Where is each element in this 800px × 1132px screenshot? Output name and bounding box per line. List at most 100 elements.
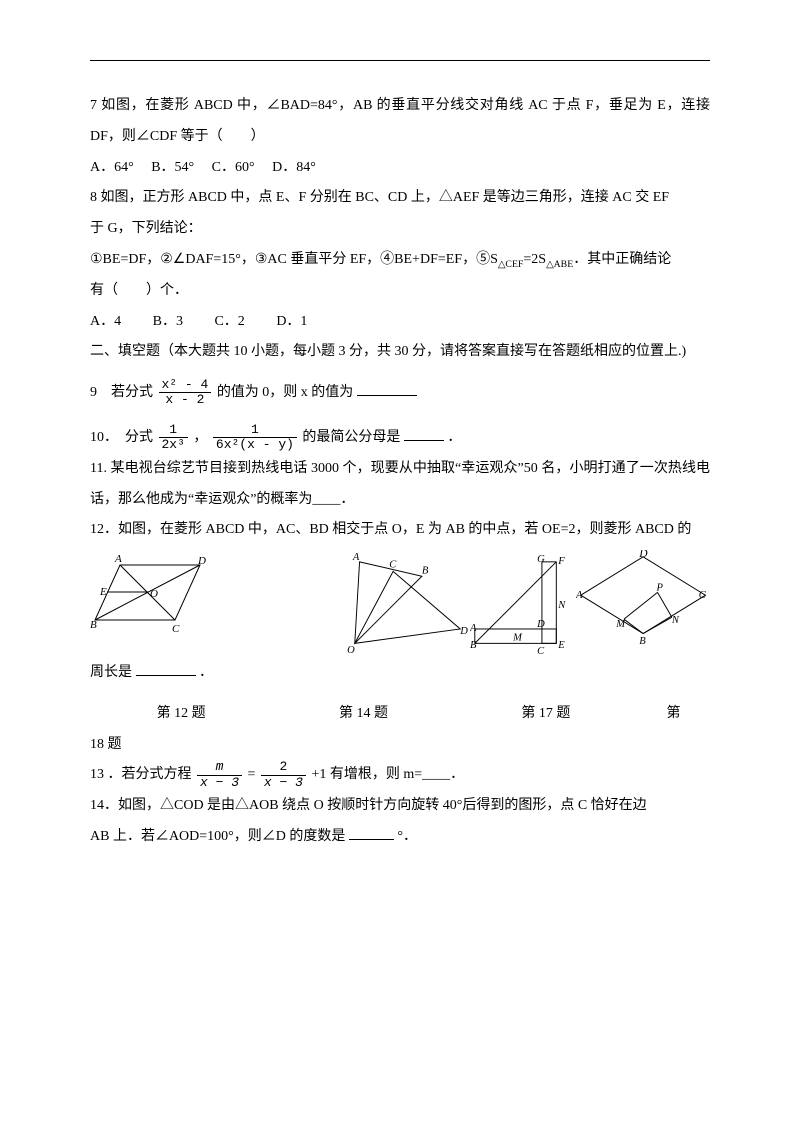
cap12: 第 12 题: [90, 699, 272, 730]
svg-text:O: O: [150, 588, 158, 600]
q13: 13 ．若分式方程 m x − 3 = 2 x − 3 +1 有增根，则 m=_…: [90, 760, 710, 791]
section2-heading: 二、填空题（本大题共 10 小题，每小题 3 分，共 30 分，请将答案直接写在…: [90, 337, 710, 368]
q8-l3b: =2S: [523, 252, 546, 267]
q10-frac1: 1 2x³: [159, 423, 188, 453]
svg-text:E: E: [557, 640, 565, 651]
svg-text:G: G: [537, 554, 545, 565]
q13-num1: m: [197, 760, 242, 775]
cap18a: 第: [637, 699, 710, 730]
q14-line1: 14．如图，△COD 是由△AOB 绕点 O 按顺时针方向旋转 40°后得到的图…: [90, 791, 710, 822]
q7-optD: D．84°: [272, 160, 316, 175]
q8-optD: D．1: [276, 314, 307, 329]
fig14-svg: A C B D O: [326, 550, 470, 660]
q8-sub2: △ABE: [546, 259, 573, 270]
q8-options: A．4 B．3 C．2 D．1: [90, 307, 710, 338]
q9: 9 若分式 x² - 4 x - 2 的值为 0，则 x 的值为: [90, 378, 710, 409]
svg-text:A: A: [470, 623, 477, 634]
svg-text:P: P: [655, 583, 663, 594]
figure-row: A D C B E O 周长是 ． A C B D O: [90, 550, 710, 689]
svg-text:D: D: [536, 619, 545, 630]
fig17-svg: A B C E D M G F N: [470, 550, 575, 660]
q14-l2: AB 上．若∠AOD=100°，则∠D 的度数是: [90, 829, 345, 844]
q9-den: x - 2: [159, 393, 212, 407]
svg-text:D: D: [460, 626, 469, 637]
svg-text:B: B: [90, 619, 97, 631]
q8-line2: 于 G，下列结论：: [90, 214, 710, 245]
q14-line2: AB 上．若∠AOD=100°，则∠D 的度数是 °．: [90, 822, 710, 853]
cap17: 第 17 题: [455, 699, 637, 730]
q7-optA: A．64°: [90, 160, 134, 175]
q7-options: A．64° B．54° C．60° D．84°: [90, 153, 710, 184]
svg-text:C: C: [390, 560, 398, 571]
q11: 11. 某电视台综艺节目接到热线电话 3000 个，现要从中抽取“幸运观众”50…: [90, 454, 710, 516]
svg-text:C: C: [172, 623, 180, 635]
svg-text:D: D: [638, 550, 648, 560]
q13-frac2: 2 x − 3: [261, 760, 306, 790]
cap14: 第 14 题: [272, 699, 454, 730]
q8-sub1: △CEF: [498, 259, 524, 270]
q7-optB: B．54°: [151, 160, 194, 175]
svg-text:D: D: [197, 555, 206, 567]
caption-row: 第 12 题 第 14 题 第 17 题 第: [90, 699, 710, 730]
q8-optC: C．2: [214, 314, 244, 329]
svg-text:C: C: [537, 646, 545, 657]
q9-pre: 9 若分式: [90, 385, 157, 400]
q7-optC: C．60°: [212, 160, 255, 175]
q13-frac1: m x − 3: [197, 760, 242, 790]
fig12-svg: A D C B E O: [90, 550, 210, 640]
q10: 10． 分式 1 2x³ ， 1 6x²(x - y) 的最简公分母是 ．: [90, 423, 710, 454]
q9-fraction: x² - 4 x - 2: [159, 378, 212, 408]
svg-text:N: N: [671, 615, 680, 626]
q10-tail: ．: [447, 430, 461, 445]
page-container: 7 如图，在菱形 ABCD 中，∠BAD=84°，AB 的垂直平分线交对角线 A…: [0, 0, 800, 913]
fig18-svg: A C D B M N P: [576, 550, 710, 650]
q13-pre: 13 ．若分式方程: [90, 767, 192, 782]
svg-text:E: E: [99, 586, 107, 598]
q10-frac2: 1 6x²(x - y): [213, 423, 297, 453]
q12-blank: [136, 661, 196, 676]
q13-den2: x − 3: [261, 776, 306, 790]
q8-line4: 有（ ）个．: [90, 276, 710, 307]
q13-num2: 2: [261, 760, 306, 775]
cap18b: 18 题: [90, 730, 710, 761]
svg-text:N: N: [557, 600, 566, 611]
svg-text:B: B: [470, 640, 477, 651]
q13-den1: x − 3: [197, 776, 242, 790]
q12-line2: 周长是: [90, 665, 132, 680]
q10-sep: ，: [193, 430, 207, 445]
q10-den1: 2x³: [159, 438, 188, 452]
q10-post: 的最简公分母是: [302, 430, 400, 445]
q9-num: x² - 4: [159, 378, 212, 393]
svg-text:M: M: [512, 633, 523, 644]
q13-eq: =: [248, 767, 256, 782]
svg-text:C: C: [698, 590, 706, 601]
svg-text:A: A: [576, 590, 583, 601]
header-rule: [90, 60, 710, 61]
q10-num2: 1: [213, 423, 297, 438]
q12-line1: 12．如图，在菱形 ABCD 中，AC、BD 相交于点 O，E 为 AB 的中点…: [90, 515, 710, 546]
q8-optB: B．3: [153, 314, 183, 329]
svg-text:F: F: [557, 556, 565, 567]
q8-line3: ①BE=DF，②∠DAF=15°，③AC 垂直平分 EF，④BE+DF=EF，⑤…: [90, 245, 710, 276]
q10-pre: 10． 分式: [90, 430, 153, 445]
q8-l3c: ．其中正确结论: [573, 252, 671, 267]
svg-text:A: A: [352, 552, 360, 563]
q12-tail: ．: [199, 665, 213, 680]
q8-optA: A．4: [90, 314, 121, 329]
q9-blank: [357, 381, 417, 396]
svg-text:B: B: [422, 566, 429, 577]
q8-line1: 8 如图，正方形 ABCD 中，点 E、F 分别在 BC、CD 上，△AEF 是…: [90, 183, 710, 214]
svg-text:M: M: [615, 619, 626, 630]
q9-post: 的值为 0，则 x 的值为: [217, 385, 354, 400]
svg-text:A: A: [114, 553, 122, 565]
q14-tail: °．: [397, 829, 417, 844]
svg-text:B: B: [639, 636, 646, 647]
q14-blank: [349, 825, 394, 840]
q10-num1: 1: [159, 423, 188, 438]
q10-den2: 6x²(x - y): [213, 438, 297, 452]
fig12-wrap: A D C B E O 周长是 ．: [90, 550, 326, 689]
q7-text: 7 如图，在菱形 ABCD 中，∠BAD=84°，AB 的垂直平分线交对角线 A…: [90, 91, 710, 153]
q10-blank: [404, 426, 444, 441]
svg-text:O: O: [347, 645, 355, 656]
q13-post: +1 有增根，则 m=____．: [311, 767, 464, 782]
